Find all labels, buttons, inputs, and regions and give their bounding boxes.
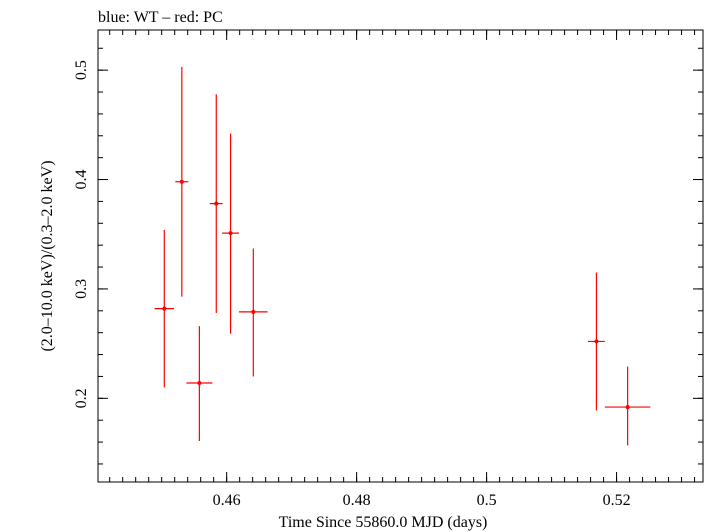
y-axis-label: (2.0–10.0 keV)/(0.3–2.0 keV) <box>39 160 56 351</box>
point-marker <box>162 306 167 311</box>
y-tick-label: 0.5 <box>73 60 90 80</box>
chart-title: blue: WT – red: PC <box>98 9 223 26</box>
data-points <box>154 66 651 446</box>
data-point <box>587 272 605 411</box>
x-tick-label: 0.52 <box>603 492 631 509</box>
x-tick-label: 0.5 <box>477 492 497 509</box>
point-marker <box>251 309 256 314</box>
plot-frame <box>97 29 704 483</box>
y-tick-label: 0.3 <box>73 279 90 299</box>
x-axis: 0.46 0.48 0.5 0.52 <box>109 30 696 509</box>
data-point <box>175 66 189 297</box>
data-point <box>186 326 213 441</box>
data-point <box>154 229 175 388</box>
data-point <box>209 94 223 313</box>
y-tick-label: 0.4 <box>73 170 90 190</box>
data-point <box>239 248 268 377</box>
data-point <box>604 366 651 446</box>
point-marker <box>197 381 202 386</box>
x-tick-label: 0.46 <box>213 492 241 509</box>
x-tick-label: 0.48 <box>343 492 371 509</box>
point-marker <box>179 179 184 184</box>
point-marker <box>228 231 233 236</box>
point-marker <box>214 201 219 206</box>
point-marker <box>625 405 630 410</box>
x-axis-label: Time Since 55860.0 MJD (days) <box>279 514 488 531</box>
y-axis: 0.2 0.3 0.4 0.5 <box>73 47 703 465</box>
data-point <box>222 133 240 334</box>
point-marker <box>594 339 599 344</box>
y-tick-label: 0.2 <box>73 388 90 408</box>
